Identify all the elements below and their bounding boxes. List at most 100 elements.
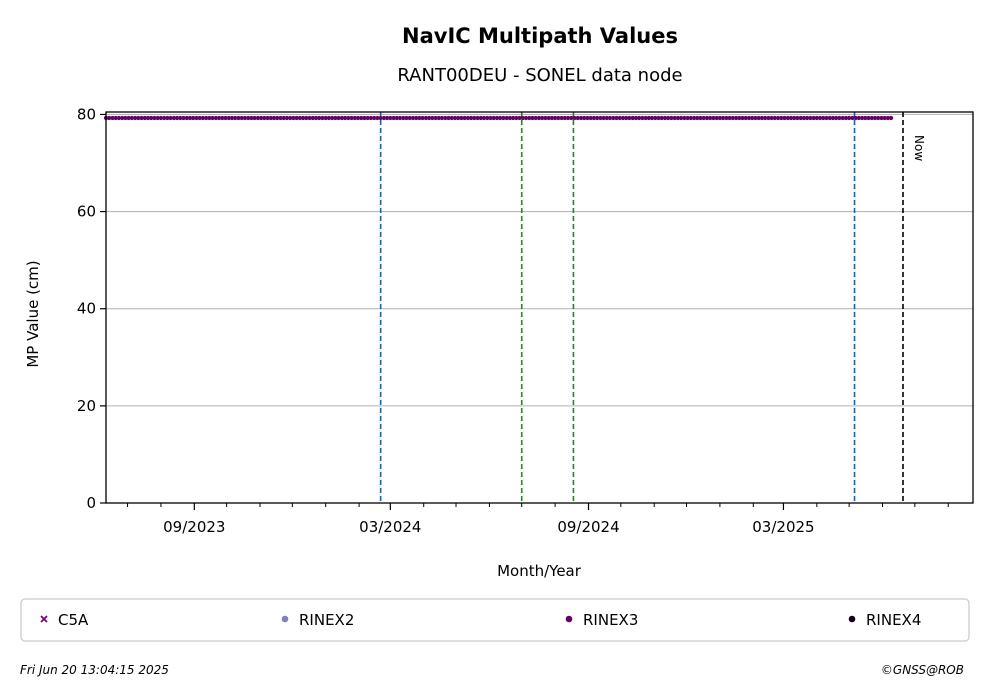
data-point: [165, 115, 170, 121]
data-point: [142, 115, 147, 121]
data-point: [808, 115, 813, 121]
data-point: [275, 115, 280, 121]
legend-label: RINEX3: [583, 611, 638, 629]
data-point: [746, 115, 752, 121]
data-point: [401, 115, 406, 121]
data-point: [385, 115, 390, 121]
data-point: [624, 115, 629, 121]
legend-label: C5A: [58, 611, 89, 629]
data-point: [475, 115, 480, 121]
data-point: [168, 115, 173, 121]
data-point: [271, 115, 277, 121]
data-point: [637, 115, 642, 121]
data-point: [456, 115, 461, 121]
data-point: [779, 115, 784, 121]
data-point: [359, 115, 364, 121]
data-point: [116, 115, 121, 121]
data-point: [478, 115, 483, 121]
data-point: [284, 115, 289, 121]
data-point: [504, 115, 509, 121]
data-point: [514, 115, 519, 121]
data-point: [120, 115, 125, 121]
data-point: [491, 115, 496, 121]
data-point: [714, 115, 719, 121]
data-point: [145, 115, 151, 121]
data-point: [194, 115, 199, 121]
data-point: [682, 115, 687, 121]
data-point: [510, 115, 516, 121]
event-lines: Now: [379, 112, 926, 503]
data-point: [840, 115, 845, 121]
data-point: [223, 115, 228, 121]
data-point: [220, 115, 225, 121]
data-point: [630, 115, 635, 121]
data-point: [559, 115, 564, 121]
legend-marker-dot-icon: [281, 615, 289, 623]
data-point: [675, 115, 681, 121]
data-point: [649, 115, 655, 121]
data-point: [798, 115, 803, 121]
data-point: [110, 115, 115, 121]
data-point: [465, 115, 470, 121]
data-point: [507, 115, 512, 121]
data-point: [362, 115, 367, 121]
data-point: [556, 115, 561, 121]
data-point: [446, 115, 451, 121]
data-point: [162, 115, 167, 121]
data-point: [685, 115, 690, 121]
data-point: [814, 115, 819, 121]
grid-layer: [106, 113, 973, 504]
data-point: [443, 115, 448, 121]
data-point: [863, 115, 868, 121]
data-point: [472, 115, 477, 121]
data-point: [346, 115, 351, 121]
data-point: [708, 115, 713, 121]
legend-label: RINEX4: [866, 611, 921, 629]
data-point: [262, 115, 267, 121]
data-point: [595, 115, 600, 121]
data-point: [181, 115, 186, 121]
data-point: [333, 115, 338, 121]
data-point: [811, 115, 816, 121]
data-point: [546, 115, 551, 121]
data-point: [420, 115, 425, 121]
data-point: [391, 115, 396, 121]
data-point: [782, 115, 787, 121]
data-point: [698, 115, 703, 121]
data-point: [459, 115, 464, 121]
data-point: [717, 115, 723, 121]
y-tick-label: 0: [86, 494, 96, 512]
data-point: [578, 115, 584, 121]
data-point: [711, 115, 716, 121]
data-point: [126, 115, 131, 121]
data-point: [449, 115, 454, 121]
data-point: [575, 115, 580, 121]
y-tick-label: 60: [77, 203, 96, 221]
data-point: [488, 115, 493, 121]
legend-marker-x-icon: [40, 615, 48, 623]
data-point: [452, 115, 458, 121]
data-point: [724, 115, 729, 121]
legend-box: [20, 598, 970, 642]
data-point: [872, 115, 878, 121]
data-point: [217, 115, 222, 121]
data-point: [695, 115, 700, 121]
data-point: [107, 115, 112, 121]
data-point: [834, 115, 839, 121]
data-point: [847, 115, 852, 121]
data-point: [301, 115, 306, 121]
data-point: [701, 115, 706, 121]
data-point: [553, 115, 558, 121]
data-point: [843, 115, 849, 121]
data-point: [530, 115, 535, 121]
data-point: [818, 115, 823, 121]
data-point: [856, 115, 861, 121]
data-point: [226, 115, 231, 121]
series-layer: [103, 115, 894, 121]
data-point: [494, 115, 500, 121]
data-point: [207, 115, 212, 121]
data-point: [307, 115, 312, 121]
data-point: [246, 115, 251, 121]
data-point: [430, 115, 435, 121]
data-point: [565, 115, 571, 121]
